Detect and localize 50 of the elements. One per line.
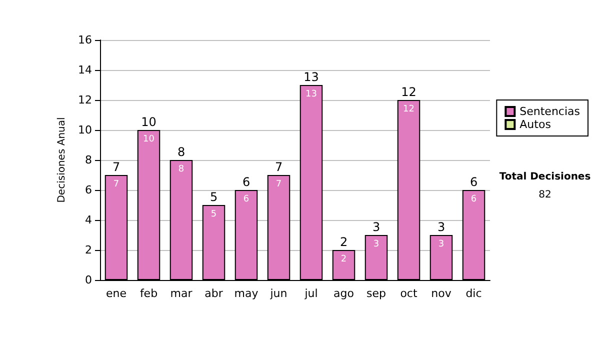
data-label: 10: [143, 134, 155, 144]
data-label: 7: [113, 180, 120, 190]
data-label: 12: [403, 104, 414, 114]
y-tick-label: 14: [78, 64, 92, 76]
total-label: 10: [141, 115, 156, 129]
total-label: 7: [274, 160, 283, 174]
total-label: 2: [340, 235, 348, 249]
data-label: 5: [210, 210, 217, 220]
x-tick-label: nov: [431, 287, 452, 300]
total-label: 5: [210, 190, 218, 204]
data-label: 7: [276, 180, 282, 190]
data-label: 8: [178, 164, 184, 174]
total-label: 7: [112, 160, 120, 174]
data-label: 6: [470, 194, 477, 204]
x-tick-label: jul: [304, 287, 318, 300]
total-label: 12: [401, 85, 416, 99]
x-tick-label: oct: [400, 287, 418, 300]
x-tick-label: may: [234, 287, 259, 300]
x-tick-label: sep: [366, 287, 386, 300]
y-tick-label: 12: [78, 94, 92, 106]
x-tick-label: abr: [204, 287, 224, 300]
legend-label: Sentencias: [520, 105, 580, 118]
x-tick-label: jun: [269, 287, 288, 300]
data-label: 6: [243, 194, 250, 204]
y-tick-label: 10: [78, 124, 92, 136]
total-label: 8: [177, 145, 186, 159]
y-tick-label: 8: [85, 154, 92, 166]
total-label: 13: [304, 70, 319, 84]
x-tick-label: mar: [170, 287, 193, 300]
data-label: 2: [340, 254, 347, 264]
total-label: 3: [437, 220, 446, 234]
x-tick-label: ene: [106, 287, 127, 300]
data-label: 3: [373, 240, 380, 250]
text: Total Decisiones: [499, 172, 591, 182]
y-tick-label: 4: [85, 214, 92, 226]
data-label: 3: [438, 240, 444, 250]
y-tick-label: 6: [85, 184, 92, 196]
text: 82: [538, 190, 552, 200]
x-tick-label: ago: [334, 287, 354, 300]
total-label: 6: [242, 175, 250, 189]
y-tick-label: 2: [85, 244, 92, 256]
total-label: 6: [470, 175, 478, 189]
y-tick-label: 16: [78, 34, 92, 46]
total-label: 3: [372, 220, 380, 234]
data-label: 13: [306, 90, 317, 100]
legend-label: Autos: [520, 118, 552, 131]
x-tick-label: feb: [140, 287, 158, 300]
y-tick-label: 0: [85, 274, 92, 286]
x-tick-label: dic: [466, 287, 482, 300]
y-axis-title: Decisiones Anual: [56, 117, 68, 203]
